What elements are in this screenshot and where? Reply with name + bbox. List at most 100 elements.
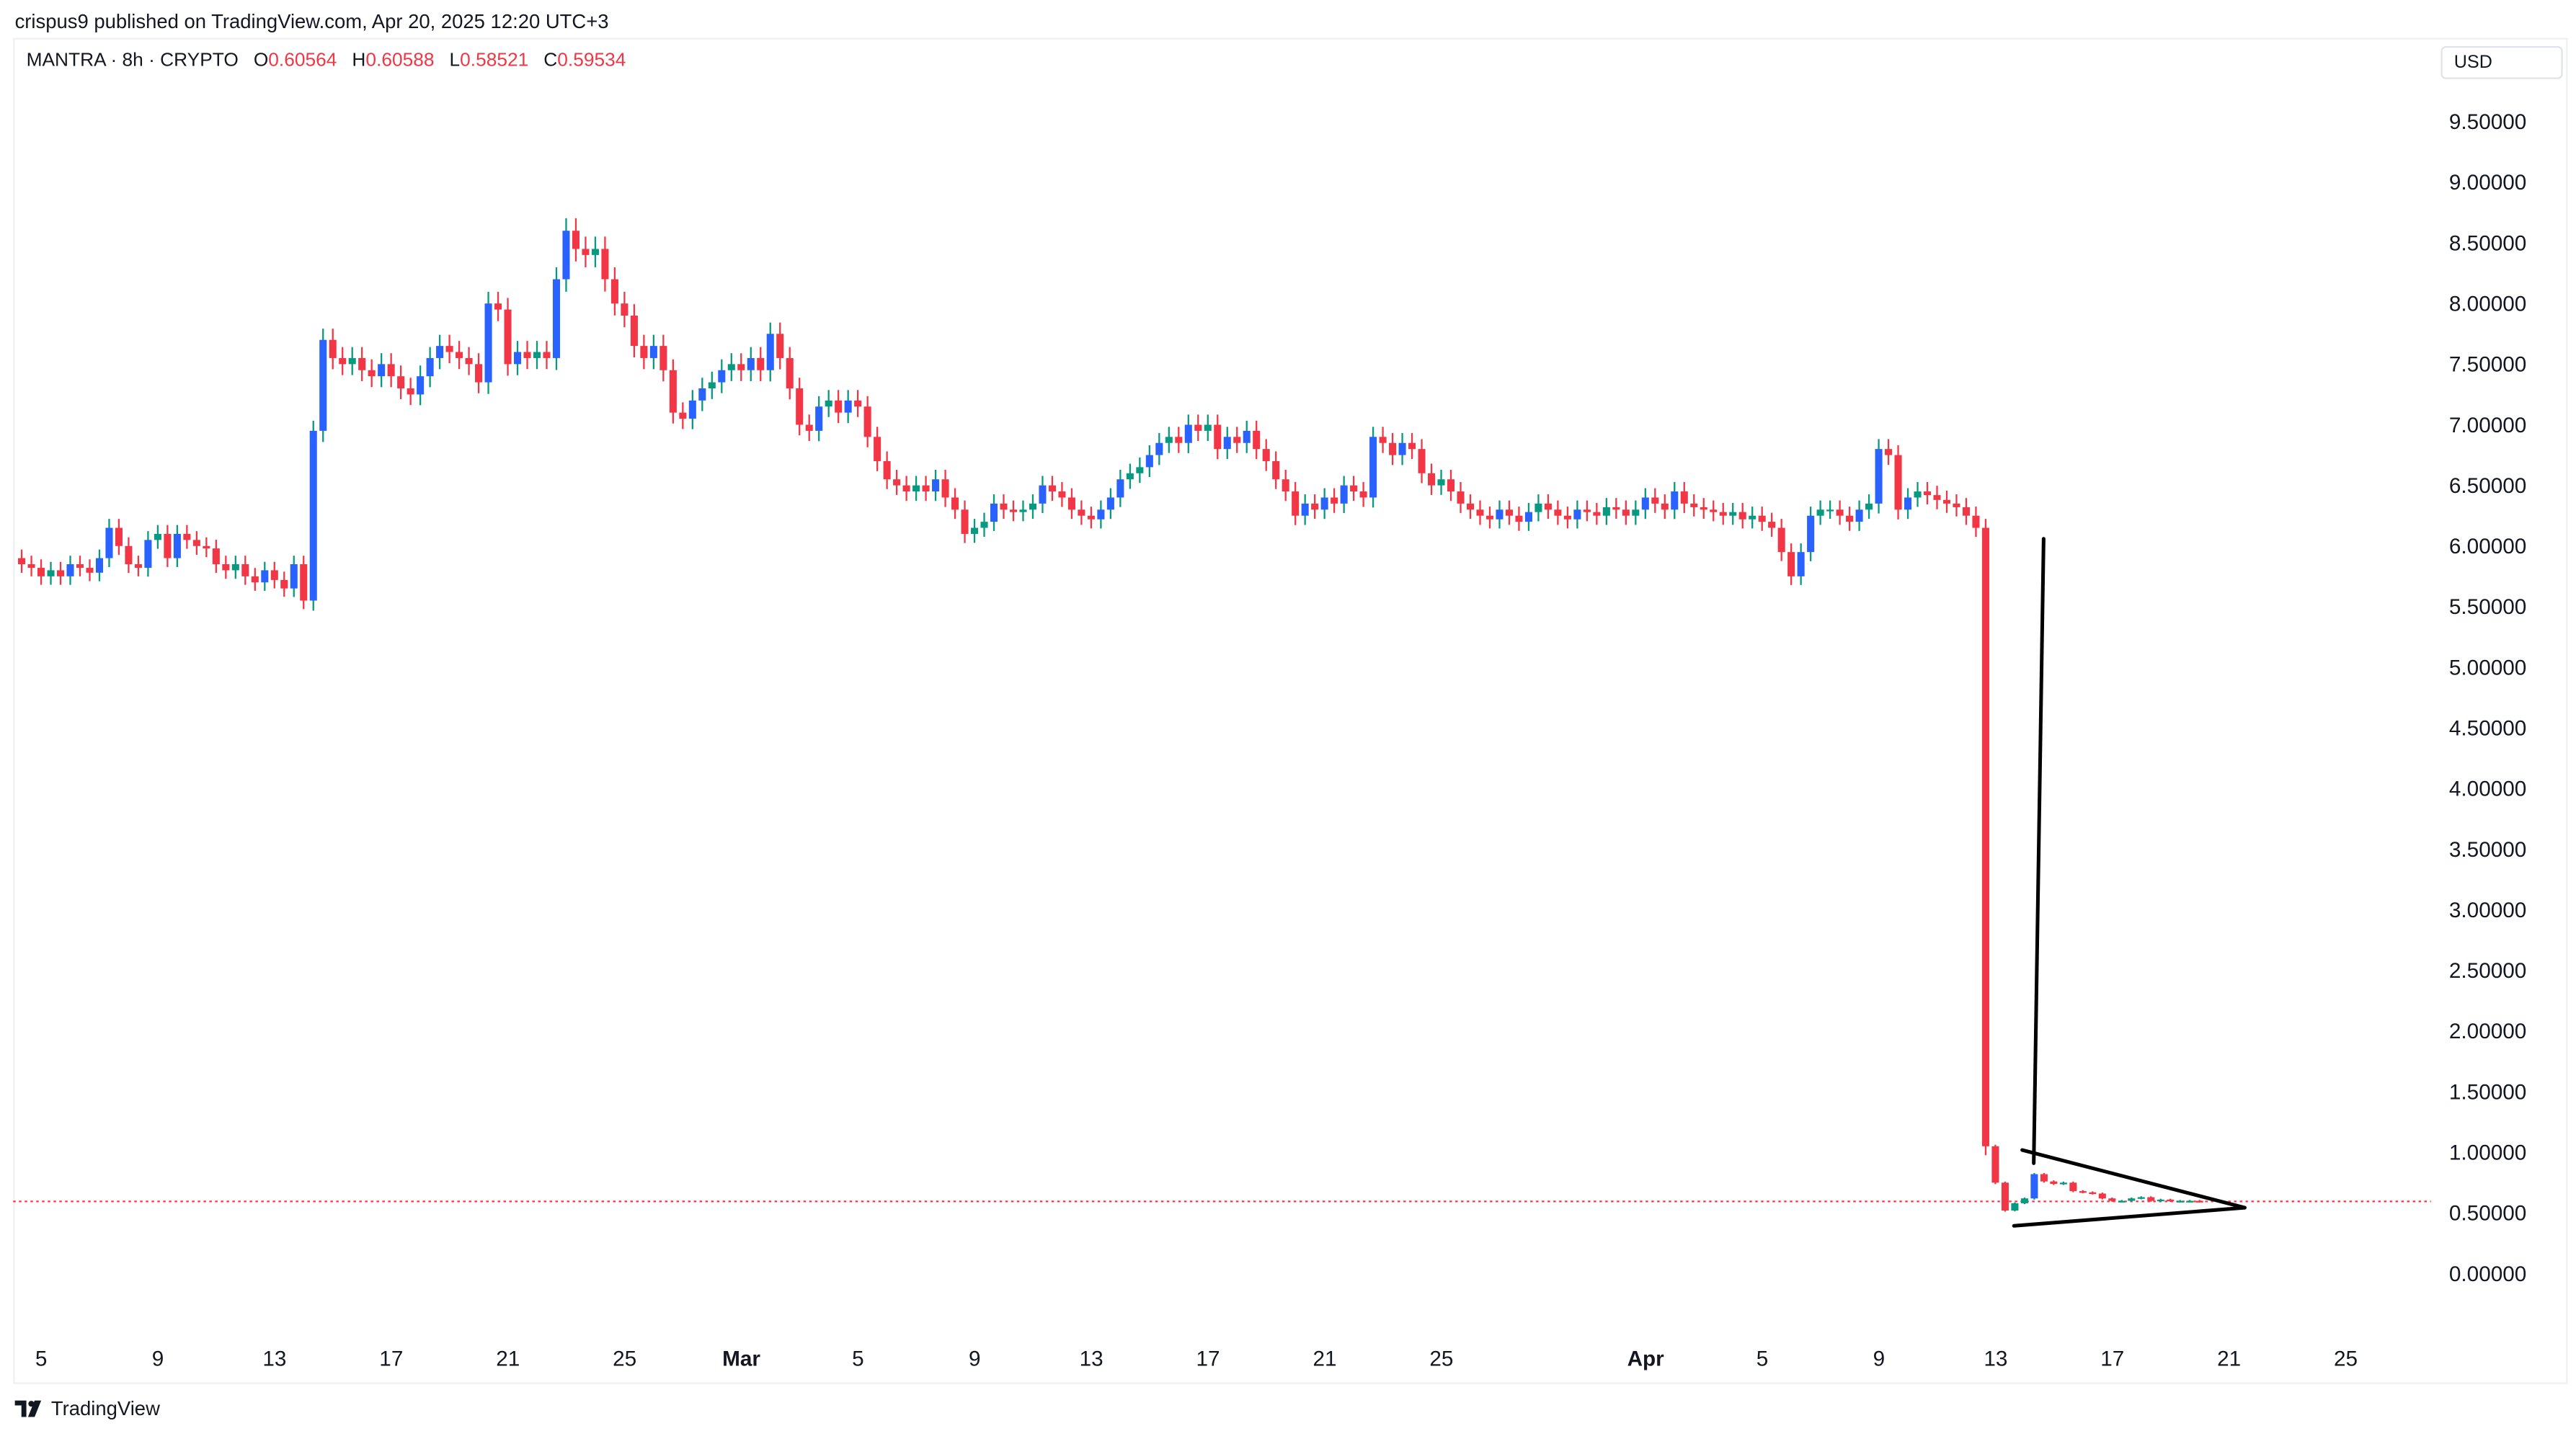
candle-body [1914,491,1922,498]
candle-body [1923,491,1932,496]
candle-body [2020,1198,2028,1203]
y-tick-label: 4.50000 [2449,717,2526,741]
candle-body [76,564,84,569]
candle-body [1331,497,1338,504]
candle-body [1292,491,1300,516]
x-tick-label: 13 [262,1347,286,1371]
candle-body [222,564,230,571]
candle-body [1223,437,1231,450]
candle-body [533,352,541,358]
candle-body [970,527,979,534]
candle-body [465,357,473,365]
y-tick-label: 9.50000 [2449,110,2526,134]
candle-body [815,406,823,431]
candle-body [1398,442,1406,455]
candle-body [1165,437,1173,443]
y-tick-label: 4.00000 [2449,777,2526,801]
x-tick-label: 17 [379,1347,403,1371]
candle-body [1097,509,1105,520]
candle-body [1729,512,1737,516]
candle-body [1019,509,1027,512]
y-tick-label: 9.00000 [2449,171,2526,195]
y-tick-label: 8.50000 [2449,231,2526,255]
candle-body [270,570,278,580]
candle-body [2030,1174,2038,1199]
candle-body [300,564,308,601]
candle-body [212,548,220,565]
candle-body [241,564,249,576]
candle-body [484,303,492,383]
candle-body [757,357,765,370]
candle-body [164,533,172,558]
candle-body [1350,485,1358,492]
candle-body [1389,442,1397,455]
candle-body [1087,515,1095,520]
candle-body [1953,503,1960,507]
candle-body [417,376,425,395]
candle-body [407,388,414,395]
low-value: 0.58521 [460,50,529,71]
candle-body [1505,509,1513,516]
x-tick-label: 17 [1196,1347,1220,1371]
candle-body [591,249,599,255]
candle-body [173,533,181,558]
candle-body [1933,495,1941,500]
candle-body [2108,1198,2116,1201]
y-tick-label: 8.00000 [2449,292,2526,316]
x-tick-label: 25 [1429,1347,1453,1371]
candle-body [1369,437,1377,498]
candle-body [1816,509,1824,516]
y-tick-label: 6.00000 [2449,535,2526,558]
candle-body [1136,467,1144,473]
candle-body [280,579,288,589]
y-tick-label: 1.50000 [2449,1080,2526,1104]
candle-body [494,303,502,310]
candle-body [2040,1174,2048,1182]
candle-body [1593,512,1601,516]
candle-body [698,388,706,401]
y-tick-label: 3.50000 [2449,838,2526,862]
candle-body [1797,552,1805,576]
candle-body [874,437,881,461]
tradingview-logo-icon [14,1400,42,1417]
candle-body [610,279,618,304]
candle-body [2118,1200,2126,1203]
candle-body [737,364,745,370]
x-tick-label: Mar [722,1347,760,1371]
candle-body [844,400,852,413]
candle-body [688,400,696,419]
candle-body [1942,499,1951,504]
candle-body [912,485,920,492]
candle-body [1602,507,1610,516]
candle-body [825,400,832,407]
candle-body [1544,503,1552,510]
candle-body [1962,507,1970,516]
candle-body [1175,437,1183,443]
candle-body [66,564,74,576]
candle-body [1710,509,1718,512]
candle-body [1009,509,1018,512]
published-caption: crispus9 published on TradingView.com, A… [14,9,609,33]
candle-body [1749,515,1756,520]
candle-body [105,527,113,558]
candle-body [37,568,45,576]
candle-body [1457,491,1465,504]
candle-body [766,334,774,370]
y-tick-label: 5.00000 [2449,656,2526,679]
candle-body [1563,515,1571,520]
candle-body [1126,473,1134,480]
candle-body [786,357,794,388]
candle-body [2176,1200,2184,1203]
x-tick-label: Apr [1627,1347,1665,1371]
close-label: C [543,50,558,71]
candle-body [805,424,813,431]
candle-body [1700,507,1707,510]
candle-body [1981,527,1989,1146]
candle-body [2001,1182,2009,1211]
candle-body [1524,512,1532,522]
candle-body [1826,509,1834,512]
x-tick-label: 21 [1313,1347,1336,1371]
candle-body [523,352,531,358]
currency-selector[interactable]: USD [2440,46,2563,79]
